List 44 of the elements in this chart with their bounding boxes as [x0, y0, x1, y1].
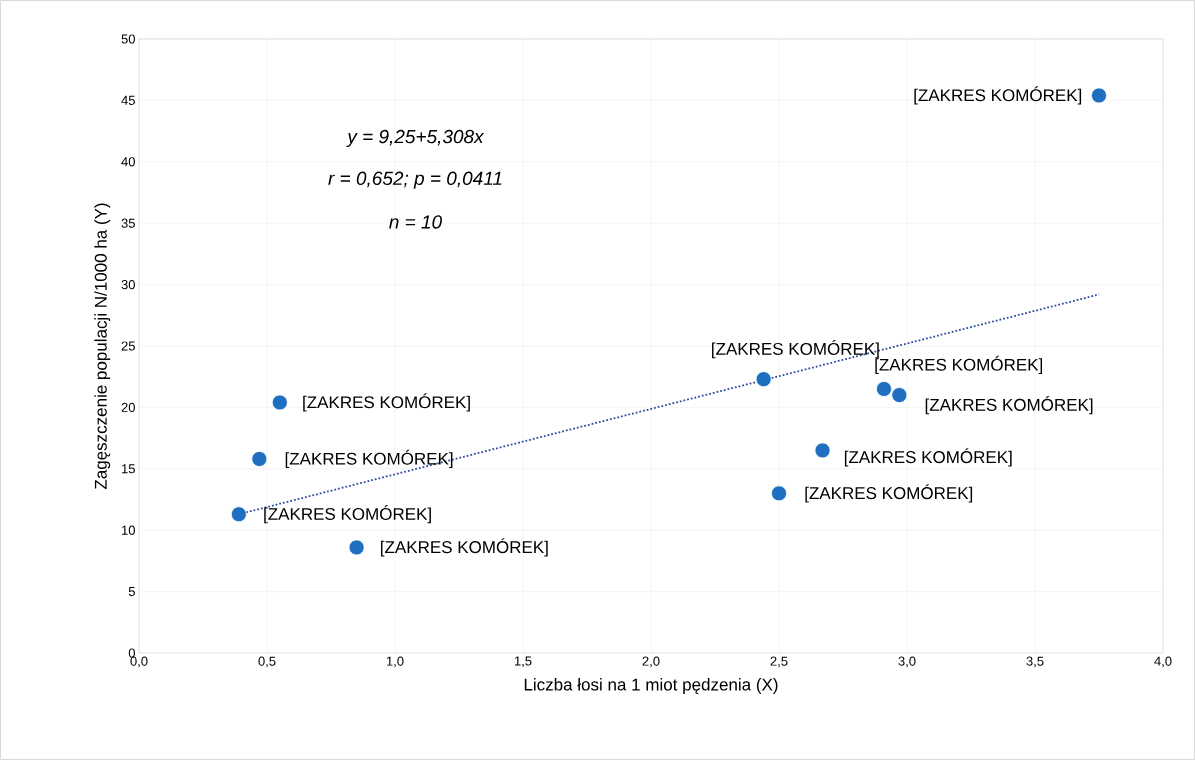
annotation: [ZAKRES KOMÓREK] — [285, 449, 453, 469]
y-tick-label: 25 — [121, 341, 135, 351]
y-tick-label: 45 — [121, 95, 135, 105]
annotation: [ZAKRES KOMÓREK] — [381, 538, 548, 557]
y-tick-label: 0 — [128, 648, 135, 658]
y-tick-label: 15 — [122, 464, 135, 474]
point — [348, 539, 365, 556]
annotation: [ZAKRES KOMÓREK] — [844, 448, 1012, 467]
annotation: [ZAKRES KOMÓREK] — [264, 505, 431, 524]
x-axis-title: Liczba łosi na 1 miot pędzenia (X) — [524, 678, 778, 694]
annotation: n = 10 — [389, 215, 442, 229]
x-tick-label: 1,0 — [386, 656, 404, 668]
y-tick-label: 5 — [128, 587, 135, 597]
annotation: [ZAKRES KOMÓREK] — [925, 395, 1093, 415]
annotation: [ZAKRES KOMÓREK] — [914, 86, 1082, 105]
y-tick-label: 40 — [121, 157, 135, 167]
y-axis-title: Zagęszczenie populacji N/1000 ha (Y) — [94, 203, 111, 490]
x-tick-label: 3,5 — [1026, 656, 1044, 668]
x-tick-label: 4,0 — [1154, 656, 1172, 668]
x-tick-label: 1,5 — [514, 656, 532, 668]
point — [230, 506, 247, 523]
y-tick-label: 35 — [121, 218, 135, 228]
annotation: y = 9,25+5,308x — [346, 129, 485, 148]
y-tick-label: 10 — [122, 525, 135, 535]
y-tick-label: 20 — [121, 402, 135, 412]
annotation: [ZAKRES KOMÓREK] — [805, 484, 973, 503]
point — [251, 451, 268, 467]
x-tick-label: 3,0 — [898, 656, 916, 668]
point — [891, 387, 908, 404]
point — [1091, 87, 1107, 104]
x-tick-label: 0,5 — [258, 656, 276, 668]
annotation: r = 0,652; p = 0,0411 — [328, 171, 502, 189]
point — [271, 394, 288, 411]
y-tick-label: 30 — [121, 279, 135, 290]
point — [771, 485, 787, 502]
point — [814, 442, 831, 459]
y-tick-label: 50 — [121, 34, 135, 44]
point — [755, 371, 772, 388]
annotation: [ZAKRES KOMÓREK] — [712, 340, 879, 359]
x-tick-label: 2,0 — [642, 656, 660, 668]
point — [876, 381, 892, 397]
x-tick-label: 2,5 — [770, 656, 788, 668]
x-tick-label: 0,0 — [130, 656, 148, 668]
annotation: [ZAKRES KOMÓREK] — [303, 393, 470, 412]
